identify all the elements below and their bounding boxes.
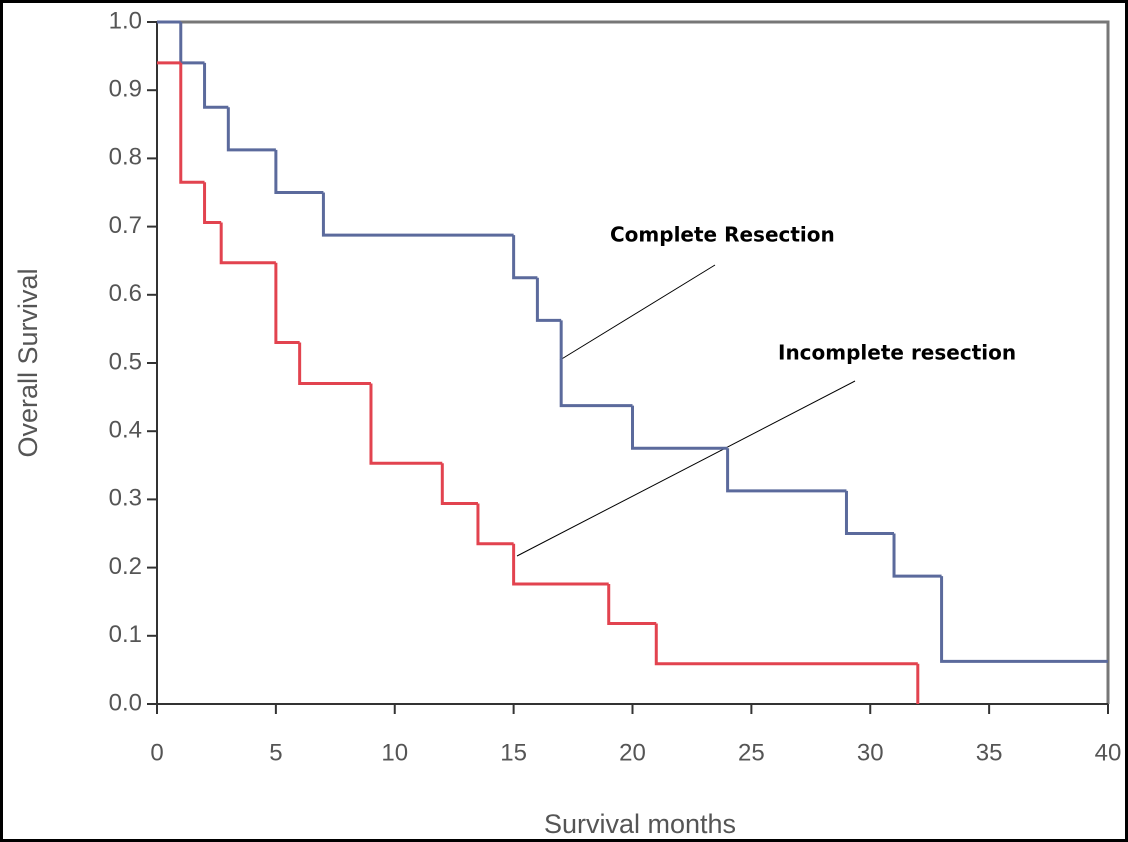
y-tick-label: 0.2 (109, 553, 142, 580)
annotation-box (765, 333, 1060, 375)
survival-step (607, 583, 657, 626)
survival-step (274, 262, 300, 345)
survival-step (844, 490, 895, 535)
leader-line (559, 264, 716, 361)
survival-step (892, 533, 942, 578)
survival-step (631, 405, 728, 450)
y-tick-label: 0.4 (109, 417, 142, 444)
x-axis-title: Survival months (544, 809, 736, 839)
y-tick-label: 0.7 (109, 212, 142, 239)
survival-step (179, 62, 205, 184)
x-tick-label: 40 (1095, 739, 1122, 766)
y-tick-label: 1.0 (109, 7, 142, 34)
y-tick-label: 0.3 (109, 485, 142, 512)
x-tick-label: 10 (381, 739, 408, 766)
survival-step (476, 503, 514, 546)
x-tick-label: 15 (500, 739, 527, 766)
annotation: Complete Resection (610, 223, 835, 247)
x-tick-label: 25 (738, 739, 765, 766)
y-tick-label: 0.8 (109, 144, 142, 171)
survival-step (203, 62, 229, 109)
survival-step (535, 277, 562, 322)
x-tick-label: 30 (857, 739, 884, 766)
survival-step (512, 543, 609, 586)
survival-step (654, 623, 918, 666)
x-tick-label: 5 (269, 739, 282, 766)
survival-step (369, 383, 443, 465)
y-axis-title: Overall Survival (13, 268, 43, 457)
x-tick-label: 20 (619, 739, 646, 766)
survival-step (274, 149, 324, 194)
leader-line (516, 380, 856, 557)
survival-step (940, 576, 1108, 663)
survival-step (440, 463, 478, 505)
y-tick-label: 0.1 (109, 621, 142, 648)
y-tick-label: 0.9 (109, 76, 142, 103)
survival-step (321, 192, 514, 237)
y-tick-label: 0.0 (109, 689, 142, 716)
y-tick-label: 0.5 (109, 348, 142, 375)
survival-step (219, 222, 276, 265)
survival-step (226, 107, 276, 152)
x-tick-label: 35 (976, 739, 1003, 766)
survival-step (559, 320, 633, 408)
plot-frame (157, 20, 1110, 704)
survival-step (203, 182, 222, 225)
survival-step (726, 448, 847, 493)
annotation-box (598, 215, 868, 257)
survival-step (298, 342, 371, 385)
x-tick-label: 0 (150, 739, 163, 766)
survival-step (512, 235, 538, 280)
y-tick-label: 0.6 (109, 280, 142, 307)
annotation: Incomplete resection (778, 341, 1016, 365)
